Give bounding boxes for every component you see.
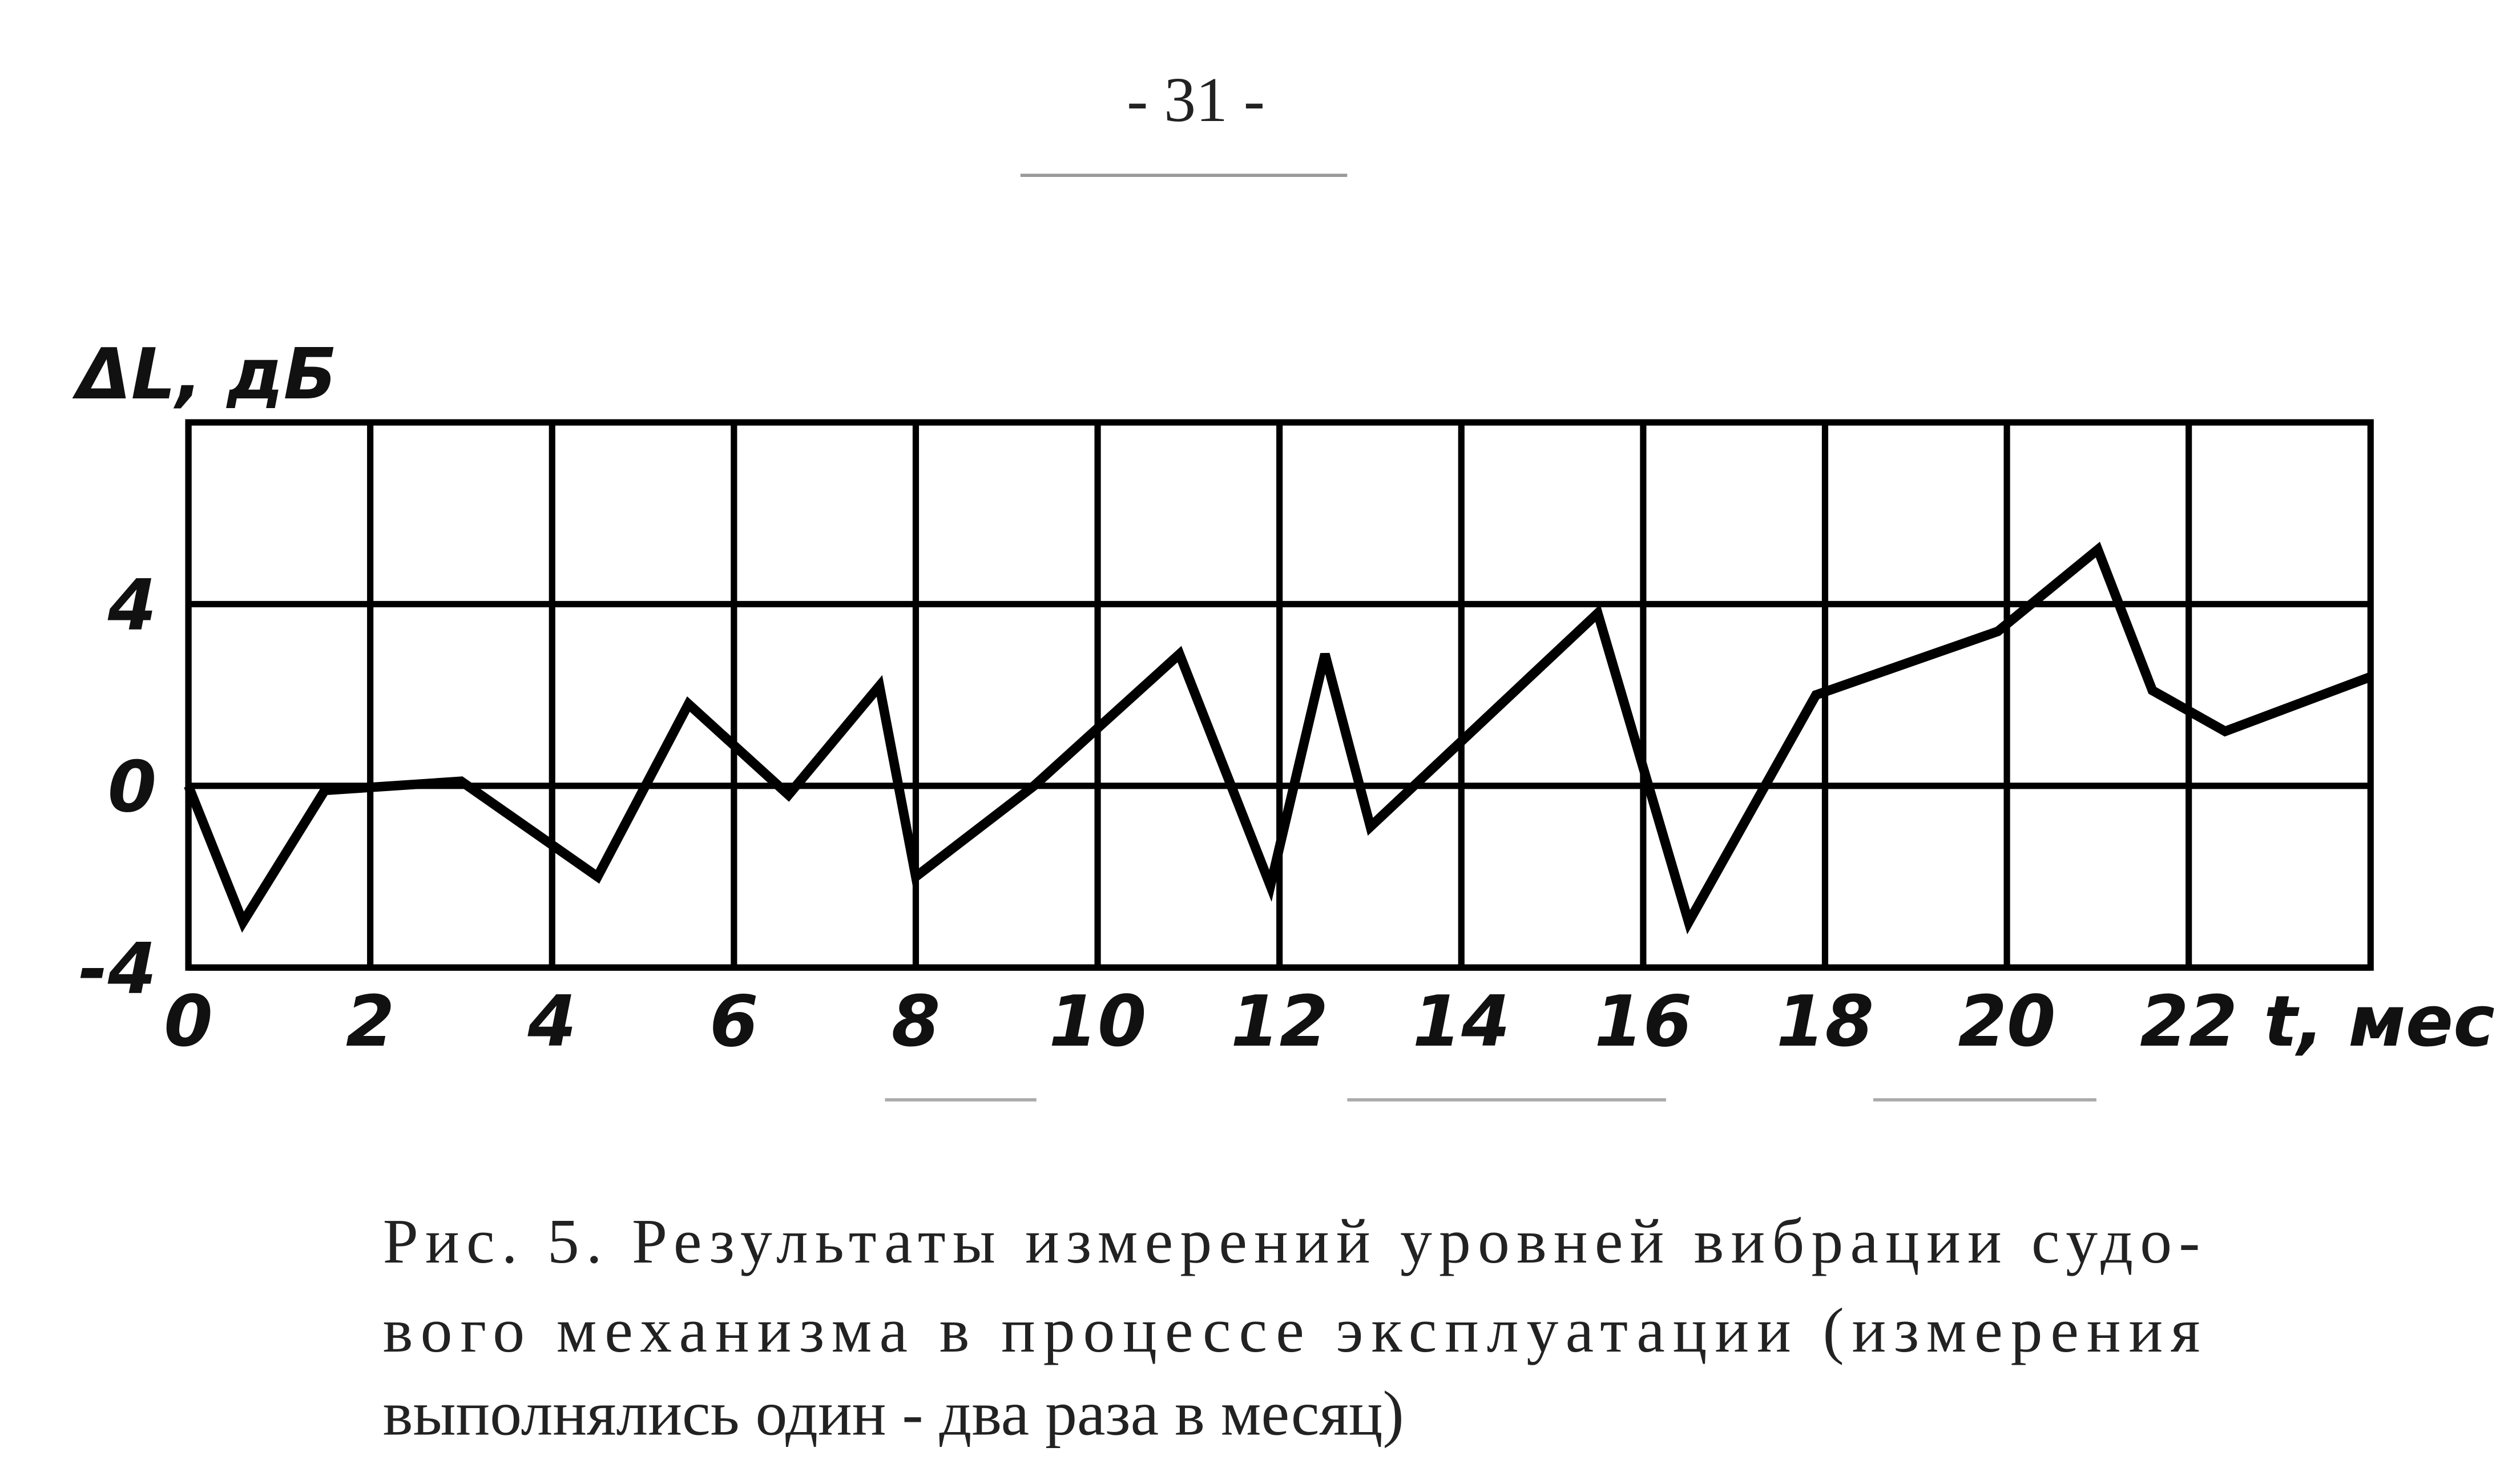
- caption-line: вого механизма в процессе эксплуатации (…: [383, 1295, 2200, 1366]
- x-tick-label: 12: [1231, 981, 1328, 1062]
- x-tick-label: 16: [1594, 981, 1692, 1062]
- x-tick-label: 8: [892, 981, 941, 1062]
- y-axis-label: ΔL, дБ: [72, 333, 337, 415]
- x-tick-label: 6: [709, 981, 759, 1062]
- x-tick-label: 0: [164, 981, 213, 1062]
- data-line: [184, 542, 2373, 935]
- x-tick-label: 2: [346, 981, 395, 1062]
- y-tick-label: 4: [107, 564, 157, 646]
- x-axis-label: t, мес: [2264, 981, 2495, 1062]
- x-tick-label: 20: [1958, 981, 2056, 1062]
- x-tick-label: 4: [527, 981, 577, 1062]
- x-tick-label: 18: [1776, 981, 1874, 1062]
- x-tick-label: 10: [1049, 981, 1147, 1062]
- x-tick-label: 22: [2140, 981, 2237, 1062]
- caption-line: выполнялись один - два раза в месяц): [383, 1378, 1404, 1449]
- x-tick-label: 14: [1413, 981, 1510, 1062]
- y-tick-label: -4: [79, 928, 156, 1010]
- page-number: - 31 -: [1127, 64, 1265, 135]
- y-tick-label: 0: [108, 746, 157, 828]
